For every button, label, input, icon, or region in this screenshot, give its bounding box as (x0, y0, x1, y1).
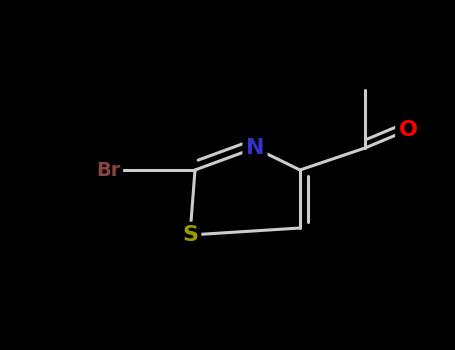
Text: O: O (399, 120, 418, 140)
Text: Br: Br (96, 161, 120, 180)
Text: S: S (182, 225, 198, 245)
Text: N: N (246, 138, 264, 158)
